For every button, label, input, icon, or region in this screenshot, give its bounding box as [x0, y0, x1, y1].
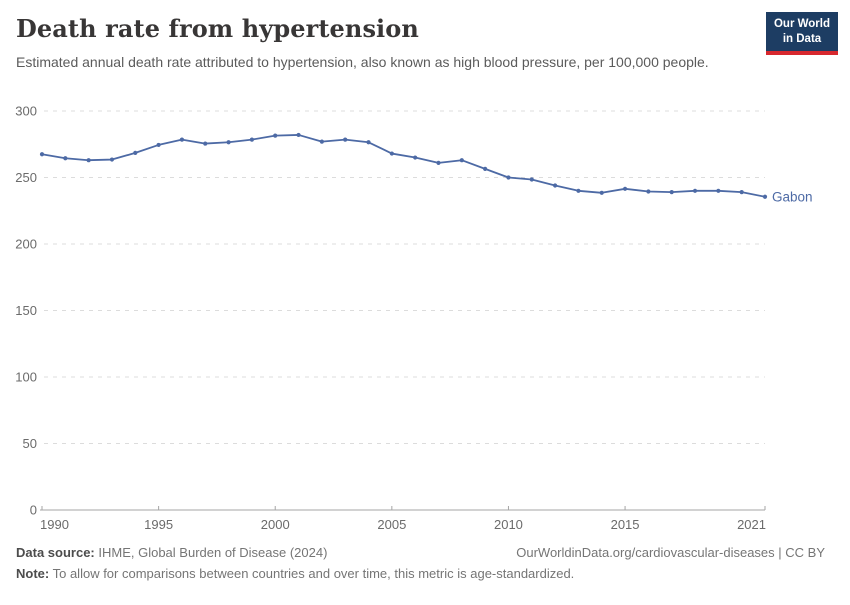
x-tick-label: 2005 [377, 517, 406, 532]
x-tick-label: 2000 [261, 517, 290, 532]
data-point[interactable] [133, 150, 138, 155]
y-tick-label: 150 [15, 303, 37, 318]
data-point[interactable] [413, 155, 418, 160]
data-point[interactable] [576, 188, 581, 193]
chart-title: Death rate from hypertension [16, 14, 419, 43]
series-end-label[interactable]: Gabon [772, 189, 813, 204]
data-point[interactable] [296, 132, 301, 138]
data-point[interactable] [646, 189, 651, 194]
data-point[interactable] [226, 140, 231, 145]
data-point[interactable] [436, 160, 441, 165]
owid-logo-line1: Our World [773, 18, 830, 30]
x-tick-label: 2015 [611, 517, 640, 532]
data-point[interactable] [39, 152, 45, 157]
y-tick-label: 200 [15, 237, 37, 252]
x-tick-label: 2021 [737, 517, 766, 532]
data-point[interactable] [762, 194, 768, 199]
data-point[interactable] [716, 188, 721, 193]
data-point[interactable] [273, 133, 278, 138]
owid-logo: Our World in Data [766, 12, 838, 55]
data-point[interactable] [622, 186, 628, 191]
y-tick-label: 50 [23, 436, 37, 451]
owid-cc-link[interactable]: OurWorldinData.org/cardiovascular-diseas… [516, 545, 825, 560]
note: Note: To allow for comparisons between c… [16, 564, 825, 584]
data-point[interactable] [552, 183, 558, 188]
x-tick-label: 1990 [40, 517, 69, 532]
y-tick-label: 0 [30, 503, 37, 518]
data-point[interactable] [692, 188, 698, 193]
x-tick-label: 1995 [144, 517, 173, 532]
data-line[interactable] [41, 134, 766, 198]
data-source: Data source: IHME, Global Burden of Dise… [16, 543, 327, 563]
data-source-label: Data source: [16, 545, 95, 560]
data-point[interactable] [739, 190, 744, 195]
chart-header: Death rate from hypertension Estimated a… [16, 14, 709, 72]
y-tick-label: 300 [15, 104, 37, 119]
data-point[interactable] [156, 142, 161, 148]
y-tick-label: 250 [15, 170, 37, 185]
data-point[interactable] [366, 140, 371, 145]
data-point[interactable] [599, 190, 604, 195]
data-point[interactable] [669, 190, 674, 195]
chart-subtitle: Estimated annual death rate attributed t… [16, 54, 709, 70]
data-point[interactable] [86, 158, 91, 163]
data-point[interactable] [179, 137, 185, 142]
data-point[interactable] [529, 177, 534, 182]
data-point[interactable] [483, 166, 488, 171]
chart-footer: Data source: IHME, Global Burden of Dise… [16, 543, 825, 583]
note-value: To allow for comparisons between countri… [52, 565, 575, 581]
data-point[interactable] [319, 139, 324, 144]
note-label: Note: [16, 565, 50, 581]
data-point[interactable] [63, 156, 68, 161]
data-point[interactable] [506, 175, 511, 180]
x-tick-label: 2010 [494, 517, 523, 532]
data-point[interactable] [109, 157, 115, 162]
data-point[interactable] [249, 137, 255, 142]
data-point[interactable] [459, 158, 464, 163]
data-point[interactable] [343, 137, 348, 142]
data-point[interactable] [203, 141, 208, 146]
data-point[interactable] [389, 151, 394, 156]
owid-logo-line2: in Data [782, 32, 822, 45]
data-source-value: IHME, Global Burden of Disease (2024) [98, 545, 328, 560]
y-tick-label: 100 [15, 370, 37, 385]
